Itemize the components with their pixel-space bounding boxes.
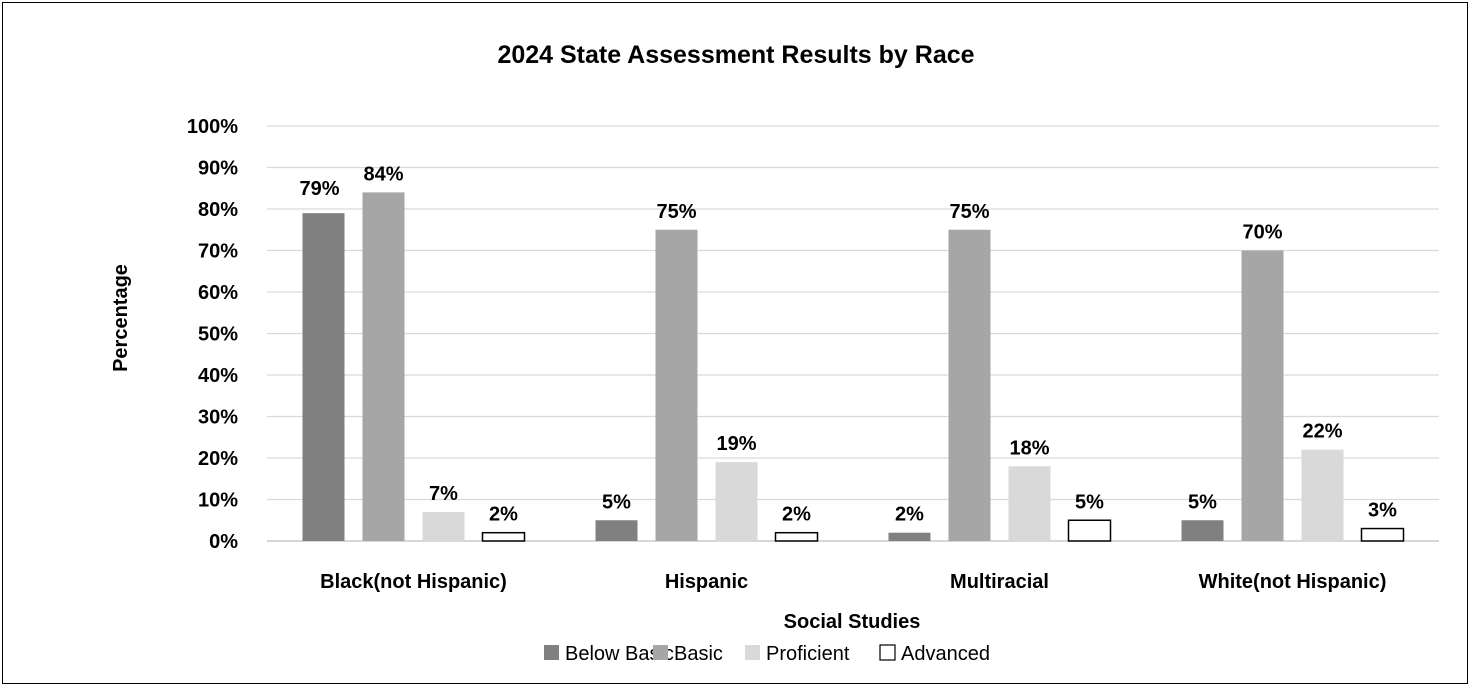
x-category-label: Black(not Hispanic) [320, 571, 507, 593]
legend-label: Advanced [901, 643, 990, 665]
legend-label: Basic [674, 643, 723, 665]
data-label: 19% [716, 433, 756, 455]
bar-advanced [1067, 519, 1112, 542]
x-axis-title: Social Studies [784, 611, 921, 633]
bar-advanced [481, 531, 526, 542]
data-label: 2% [489, 504, 518, 526]
data-label: 5% [1075, 491, 1104, 513]
x-category-label: Hispanic [665, 571, 748, 593]
legend: Below Basic Basic Proficient Advanced [544, 643, 990, 665]
bar-advanced [774, 531, 819, 542]
chart-title: 2024 State Assessment Results by Race [497, 41, 974, 69]
bar-proficient [1008, 466, 1051, 541]
y-tick-label: 50% [198, 324, 238, 346]
y-tick-label: 100% [187, 116, 238, 138]
bars [302, 192, 1405, 542]
y-tick-label: 40% [198, 365, 238, 387]
y-tick-label: 30% [198, 407, 238, 429]
bar-proficient [1301, 449, 1344, 541]
data-label: 7% [429, 483, 458, 505]
y-tick-label: 90% [198, 158, 238, 180]
bar-below-basic [888, 532, 931, 541]
bar-chart: 2024 State Assessment Results by Race 0%… [110, 41, 1439, 665]
bar-below-basic [595, 520, 638, 541]
data-label: 5% [1188, 491, 1217, 513]
y-axis-title: Percentage [110, 264, 132, 372]
bar-proficient [715, 462, 758, 541]
y-tick-label: 70% [198, 241, 238, 263]
legend-label: Below Basic [565, 643, 674, 665]
x-category-label: White(not Hispanic) [1199, 571, 1387, 593]
data-labels: 79% 84% 7% 2% 5% 75% 19% 2% 2% 75% 18% 5% 5% 70% 22% 3% [299, 163, 1397, 525]
data-label: 2% [895, 504, 924, 526]
y-tick-label: 0% [209, 531, 238, 553]
y-axis-ticks: 0% 10% 20% 30% 40% 50% 60% 70% 80% 90% 100% [187, 116, 238, 553]
legend-label: Proficient [766, 643, 850, 665]
data-label: 18% [1009, 437, 1049, 459]
legend-swatch-proficient [745, 645, 760, 660]
bar-basic [948, 229, 991, 541]
legend-swatch-below-basic [544, 645, 559, 660]
legend-swatch-basic [653, 645, 668, 660]
data-label: 75% [949, 201, 989, 223]
data-label: 70% [1242, 222, 1282, 244]
x-axis-categories: Black(not Hispanic) Hispanic Multiracial Wh… [320, 571, 1386, 593]
y-tick-label: 20% [198, 448, 238, 470]
bar-advanced [1360, 527, 1405, 542]
data-label: 22% [1302, 421, 1342, 443]
bar-basic [655, 229, 698, 541]
bar-below-basic [1181, 520, 1224, 541]
data-label: 75% [656, 201, 696, 223]
legend-swatch-advanced [879, 644, 896, 661]
y-tick-label: 60% [198, 282, 238, 304]
data-label: 79% [299, 178, 339, 200]
bar-basic [1241, 250, 1284, 541]
gridlines [267, 125, 1439, 542]
y-tick-label: 10% [198, 490, 238, 512]
data-label: 2% [782, 504, 811, 526]
bar-below-basic [302, 213, 345, 541]
data-label: 84% [363, 163, 403, 185]
data-label: 3% [1368, 500, 1397, 522]
x-category-label: Multiracial [950, 571, 1049, 593]
y-tick-label: 80% [198, 199, 238, 221]
bar-basic [362, 192, 405, 541]
bar-proficient [422, 511, 465, 541]
data-label: 5% [602, 491, 631, 513]
